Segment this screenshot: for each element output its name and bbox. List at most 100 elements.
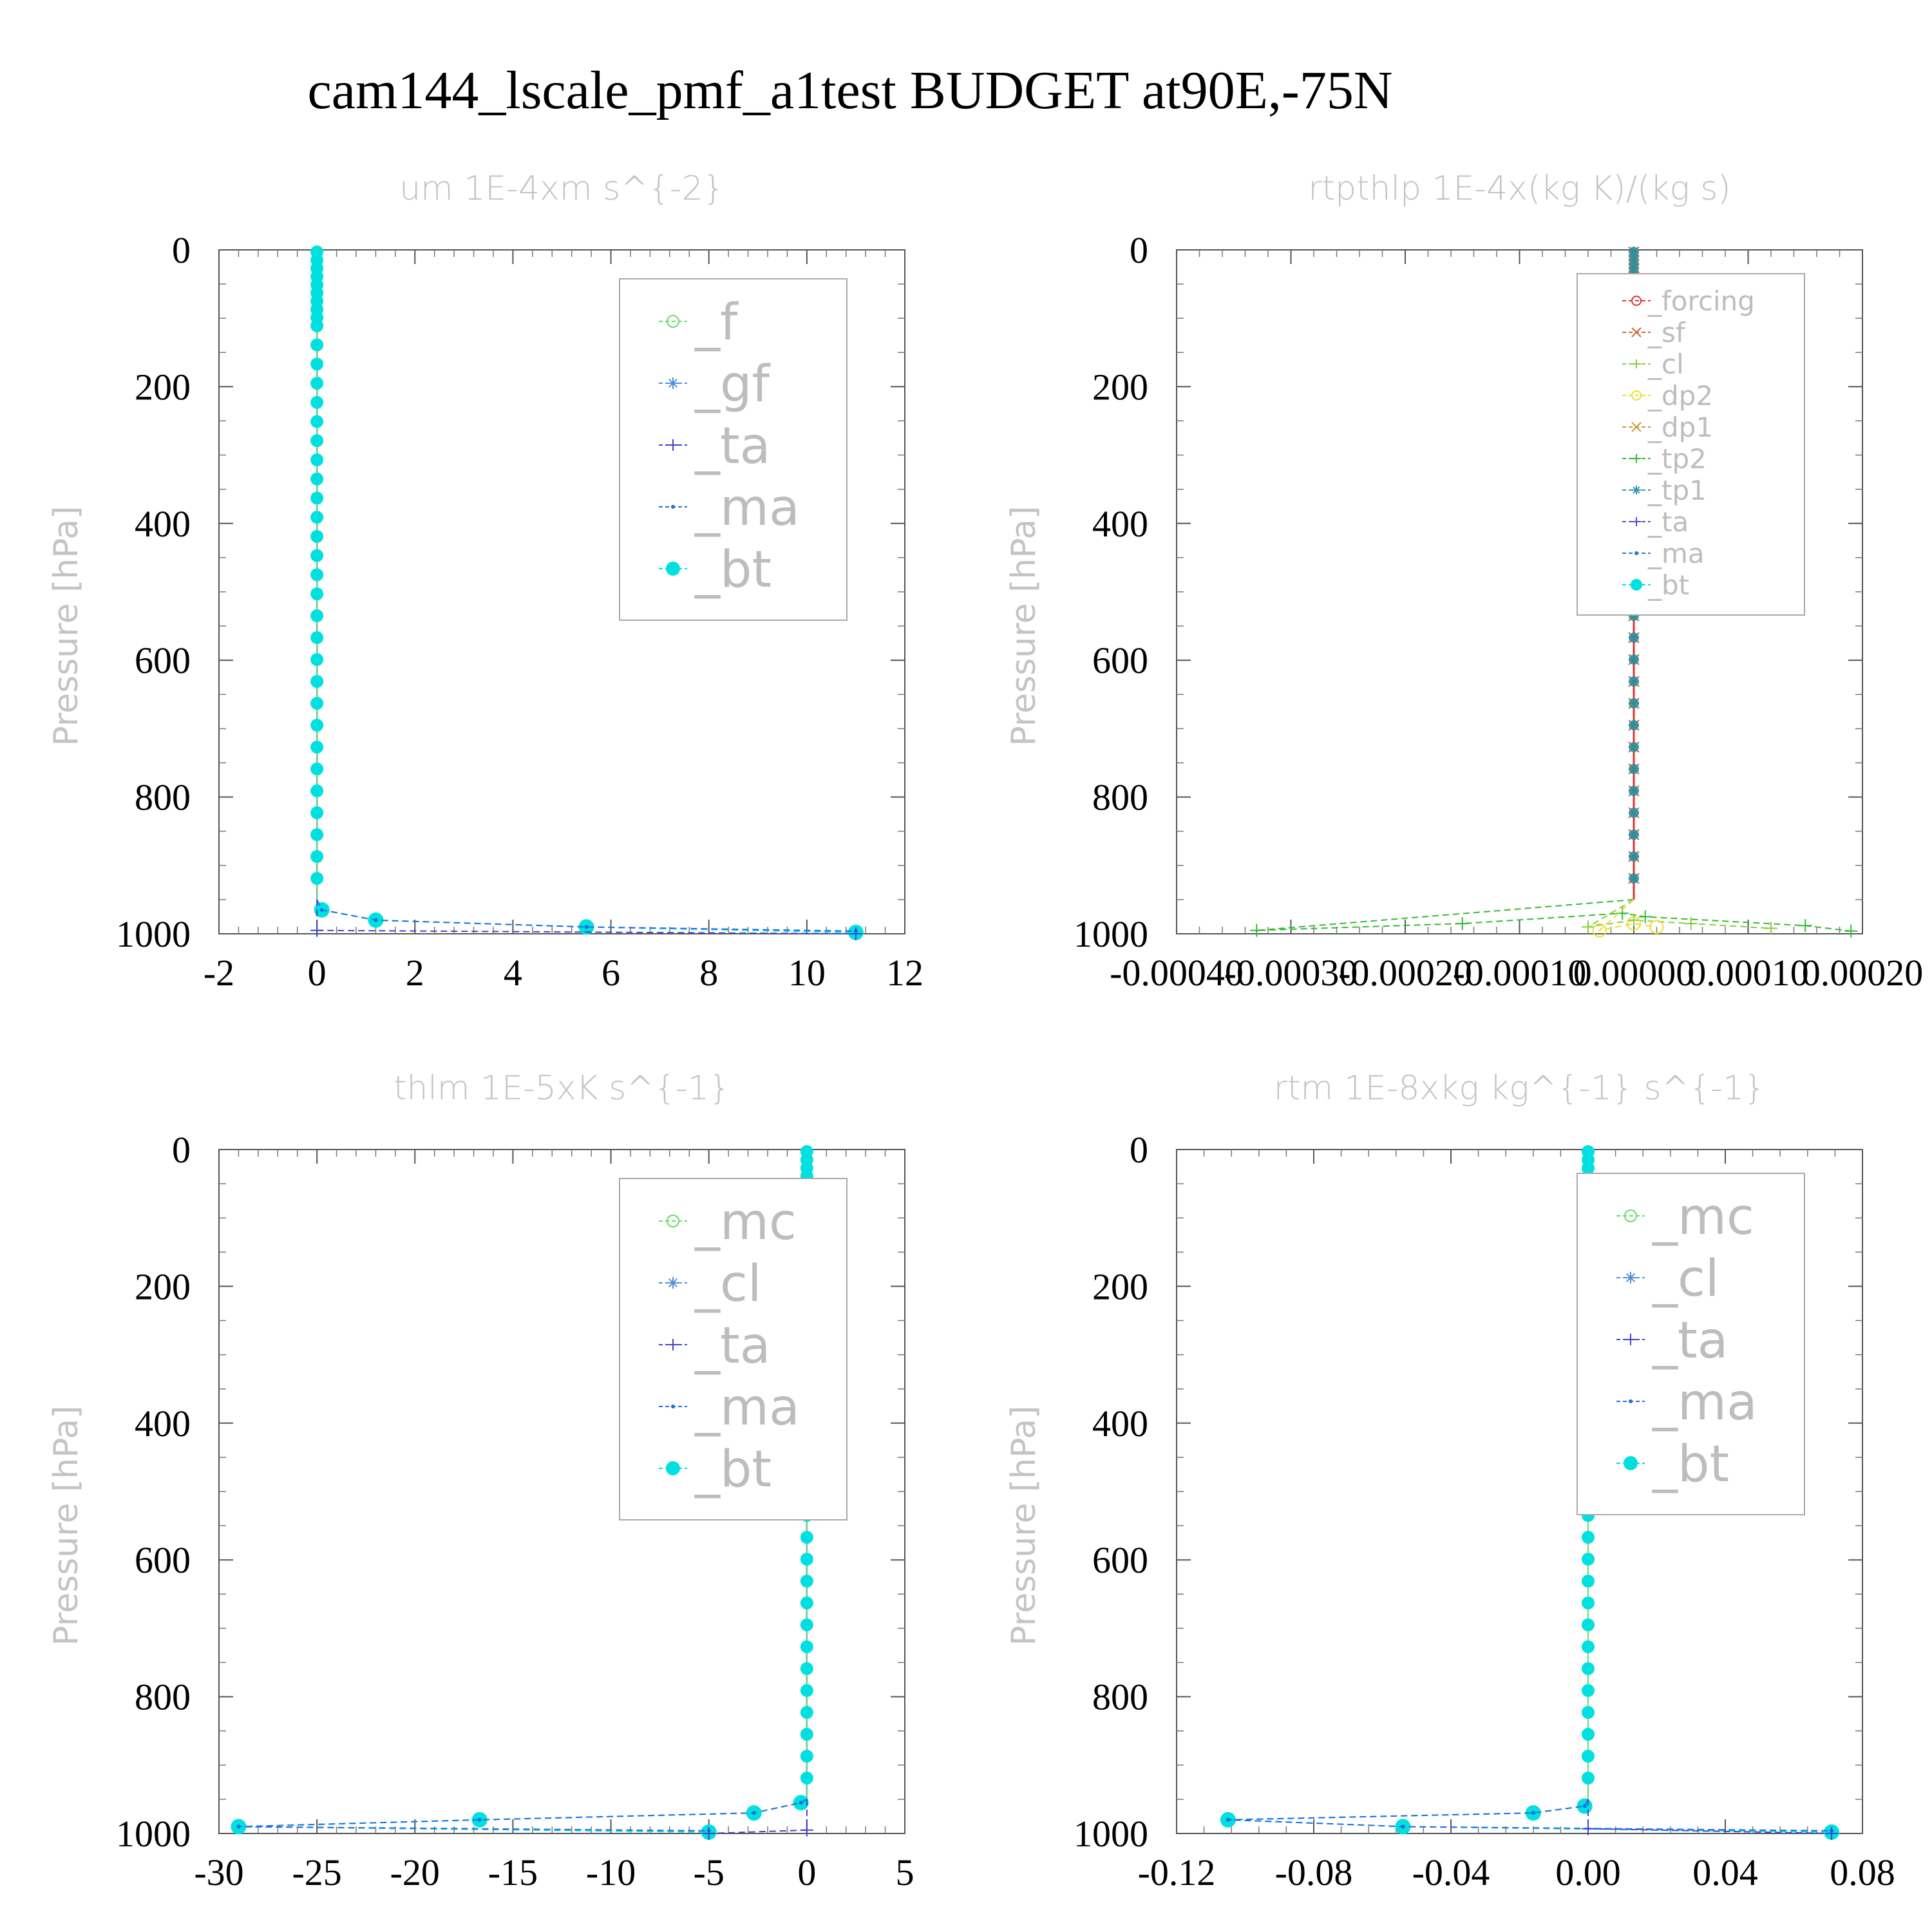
x-tick-label: 0.08	[1830, 1852, 1895, 1893]
data-point	[1799, 919, 1812, 933]
legend-marker	[1631, 296, 1642, 306]
x-tick-label: 0.00	[1555, 1852, 1621, 1893]
legend-box	[1577, 273, 1805, 616]
y-tick-label: 800	[1092, 777, 1148, 819]
y-tick-label: 1000	[116, 913, 191, 955]
x-tick-label: -25	[292, 1852, 341, 1893]
data-point	[1582, 1618, 1595, 1632]
data-point	[702, 1827, 715, 1840]
data-point	[1250, 923, 1264, 937]
legend-label: _ta	[1647, 506, 1689, 538]
data-point	[1629, 720, 1639, 731]
legend-marker	[1632, 517, 1641, 526]
x-tick-label: 4	[504, 952, 522, 994]
legend-marker	[1629, 1399, 1633, 1403]
series-line	[1256, 898, 1852, 932]
data-point	[310, 631, 324, 645]
y-axis-label: Pressure [hPa]	[47, 506, 86, 746]
data-point	[1684, 917, 1698, 931]
data-point	[310, 741, 324, 754]
x-tick-label: 5	[896, 1852, 914, 1893]
legend-label: _forcing	[1647, 285, 1755, 317]
data-point	[1629, 676, 1639, 687]
data-point	[1629, 786, 1639, 797]
data-point	[310, 806, 324, 820]
data-point	[800, 1749, 813, 1763]
data-point	[800, 1684, 813, 1698]
legend: _forcing_sf_cl_dp2_dp1_tp2_tp1_ta_ma_bt	[1577, 273, 1805, 616]
legend-label: _bt	[1647, 569, 1689, 601]
legend-marker	[1625, 1272, 1636, 1283]
y-tick-label: 200	[135, 1265, 191, 1307]
x-tick-label: 0.00020	[1802, 952, 1924, 994]
data-point	[1629, 247, 1639, 258]
x-tick-label: -0.00040	[1110, 952, 1244, 994]
data-point	[310, 529, 324, 543]
panel-title: thlm 1E-5xK s^{-1}	[393, 1069, 730, 1108]
y-axis-label: Pressure [hPa]	[47, 1406, 86, 1646]
legend-box	[619, 1178, 848, 1520]
x-tick-label: -0.00030	[1224, 952, 1358, 994]
series-line	[238, 1799, 808, 1833]
y-tick-label: 800	[135, 1676, 191, 1718]
data-point	[1765, 922, 1777, 935]
data-point	[1582, 1728, 1595, 1741]
x-tick-label: 6	[601, 952, 620, 994]
data-point	[800, 1596, 813, 1610]
legend-label: _ta	[694, 417, 770, 475]
y-tick-label: 800	[1092, 1676, 1148, 1718]
data-point	[1582, 1706, 1595, 1719]
series-line	[1587, 1799, 1832, 1834]
legend-label: _bt	[694, 1441, 772, 1499]
data-point	[310, 871, 324, 885]
x-tick-label: 12	[886, 952, 923, 994]
data-point	[310, 675, 324, 688]
y-tick-label: 0	[1130, 1129, 1148, 1171]
y-tick-label: 600	[1092, 639, 1148, 681]
data-point	[1582, 1640, 1595, 1654]
data-point	[1629, 829, 1639, 840]
data-point	[1844, 924, 1858, 938]
x-tick-label: 0	[797, 1852, 816, 1893]
data-point	[1582, 1804, 1587, 1808]
data-point	[310, 609, 324, 623]
y-tick-label: 600	[135, 1539, 191, 1581]
x-tick-label: 8	[699, 952, 718, 994]
figure-title: cam144_lscale_pmf_a1test BUDGET at90E,-7…	[307, 61, 1392, 120]
legend: _mc_cl_ta_ma_bt	[1577, 1173, 1805, 1515]
legend-marker	[1625, 1334, 1636, 1345]
x-tick-label: -10	[586, 1852, 636, 1893]
legend-marker	[667, 1339, 679, 1350]
x-tick-label: -0.00020	[1338, 952, 1472, 994]
legend-marker	[1624, 1209, 1637, 1222]
legend-marker	[666, 1461, 680, 1475]
legend-label: _ma	[694, 479, 800, 537]
x-tick-label: -5	[694, 1852, 724, 1893]
legend-marker	[1632, 486, 1641, 495]
y-tick-label: 0	[172, 1129, 191, 1171]
y-tick-label: 1000	[1074, 913, 1148, 955]
data-point	[1629, 254, 1639, 265]
data-point	[1582, 920, 1595, 934]
legend-label: _ta	[1652, 1312, 1728, 1370]
data-point	[310, 549, 324, 562]
legend-marker	[1631, 327, 1642, 337]
legend-label: _mc	[694, 1193, 797, 1251]
data-point	[310, 697, 324, 710]
data-point	[1629, 632, 1639, 643]
legend: _f_gf_ta_ma_bt	[619, 278, 848, 621]
data-point	[1638, 910, 1652, 923]
legend-marker	[1624, 1456, 1638, 1470]
y-tick-label: 800	[135, 777, 191, 819]
data-point	[310, 828, 324, 842]
x-tick-label: -15	[488, 1852, 538, 1893]
legend-label: _gf	[694, 355, 771, 413]
data-point	[800, 1771, 813, 1785]
y-tick-label: 0	[1130, 229, 1148, 271]
legend-label: _bt	[694, 541, 772, 599]
legend-label: _ma	[1652, 1374, 1757, 1432]
data-point	[319, 907, 324, 912]
y-tick-label: 600	[135, 639, 191, 681]
y-tick-label: 400	[1092, 1403, 1148, 1444]
data-point	[800, 1823, 813, 1837]
